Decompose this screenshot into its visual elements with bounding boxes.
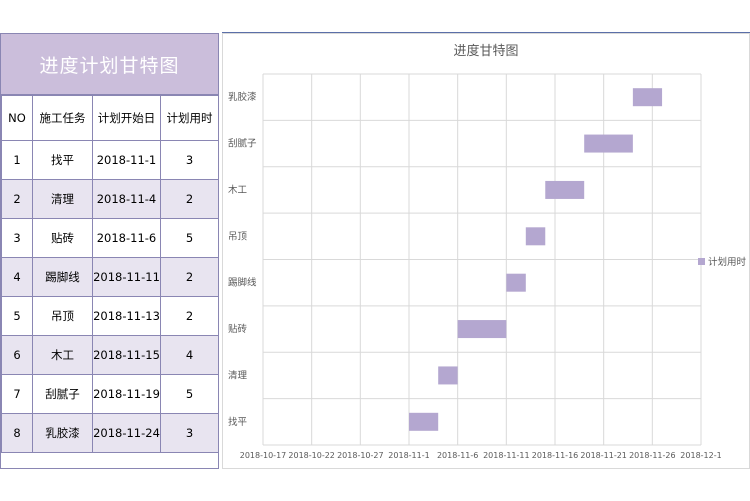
- chart-grid: [262, 73, 702, 446]
- row-start: 2018-11-4: [92, 179, 161, 219]
- row-start: 2018-11-15: [92, 335, 161, 375]
- row-days: 4: [160, 335, 219, 375]
- row-start: 2018-11-19: [92, 374, 161, 414]
- legend-swatch: [698, 258, 705, 265]
- row-no: 8: [1, 413, 33, 453]
- y-category-label: 吊顶: [228, 231, 248, 242]
- gantt-bar: [409, 412, 439, 431]
- table-row: 2 清理 2018-11-4 2: [1, 179, 219, 219]
- row-task: 踢脚线: [32, 257, 93, 297]
- row-days: 2: [160, 296, 219, 336]
- x-tick-label: 2018-10-27: [337, 451, 384, 460]
- task-table-panel: 进度计划甘特图 NO 施工任务 计划开始日 计划用时 1 找平 2018-11-…: [0, 33, 219, 469]
- row-days: 2: [160, 179, 219, 219]
- table-row: 7 刮腻子 2018-11-19 5: [1, 374, 219, 414]
- table-row: 1 找平 2018-11-1 3: [1, 140, 219, 180]
- table-header-row: NO 施工任务 计划开始日 计划用时: [1, 95, 219, 141]
- table-row: 5 吊顶 2018-11-13 2: [1, 296, 219, 336]
- chart-legend: 计划用时: [698, 256, 747, 268]
- row-days: 5: [160, 374, 219, 414]
- x-axis-labels: 2018-10-17 2018-10-22 2018-10-27 2018-11-1 2…: [240, 451, 722, 460]
- row-no: 3: [1, 218, 33, 258]
- x-tick-label: 2018-11-11: [483, 451, 530, 460]
- gantt-chart-panel: 进度甘特图 找平 清理 贴砖 踢脚线 吊顶 木工 刮腻子 乳胶漆 2018-10-17 2018…: [222, 33, 750, 469]
- row-task: 吊顶: [32, 296, 93, 336]
- table-title: 进度计划甘特图: [1, 34, 218, 95]
- y-category-label: 木工: [228, 184, 248, 196]
- y-category-label: 贴砖: [228, 323, 248, 335]
- header-start: 计划开始日: [92, 95, 161, 141]
- row-start: 2018-11-6: [92, 218, 161, 258]
- x-tick-label: 2018-10-22: [288, 451, 335, 460]
- row-days: 2: [160, 257, 219, 297]
- chart-title: 进度甘特图: [453, 43, 518, 59]
- row-start: 2018-11-11: [92, 257, 161, 297]
- row-task: 刮腻子: [32, 374, 93, 414]
- row-task: 木工: [32, 335, 93, 375]
- row-no: 2: [1, 179, 33, 219]
- x-tick-label: 2018-11-26: [629, 451, 676, 460]
- row-task: 找平: [32, 140, 93, 180]
- row-no: 6: [1, 335, 33, 375]
- gantt-bar: [506, 273, 526, 292]
- y-axis-labels: 找平 清理 贴砖 踢脚线 吊顶 木工 刮腻子 乳胶漆: [228, 91, 257, 428]
- table-row: 6 木工 2018-11-15 4: [1, 335, 219, 375]
- header-no: NO: [1, 95, 33, 141]
- legend-label: 计划用时: [708, 256, 747, 268]
- gantt-bar: [545, 180, 585, 199]
- gantt-bar: [632, 88, 663, 107]
- y-category-label: 清理: [228, 369, 248, 381]
- x-tick-label: 2018-12-1: [680, 451, 721, 460]
- x-tick-label: 2018-11-21: [580, 451, 627, 460]
- row-task: 乳胶漆: [32, 413, 93, 453]
- table-row: 8 乳胶漆 2018-11-24 3: [1, 413, 219, 453]
- row-no: 5: [1, 296, 33, 336]
- y-category-label: 刮腻子: [228, 138, 257, 150]
- gantt-bar: [525, 227, 546, 246]
- header-task: 施工任务: [32, 95, 93, 141]
- gantt-bar: [438, 366, 458, 385]
- y-category-label: 找平: [228, 416, 248, 428]
- gantt-bar: [457, 320, 507, 339]
- chart-top-rule: [222, 32, 750, 33]
- row-days: 3: [160, 413, 219, 453]
- x-tick-label: 2018-11-6: [437, 451, 478, 460]
- gantt-bar: [584, 134, 633, 153]
- row-no: 7: [1, 374, 33, 414]
- row-task: 贴砖: [32, 218, 93, 258]
- task-table: NO 施工任务 计划开始日 计划用时 1 找平 2018-11-1 3 2 清理…: [1, 95, 219, 453]
- table-row: 3 贴砖 2018-11-6 5: [1, 218, 219, 258]
- row-start: 2018-11-13: [92, 296, 161, 336]
- row-task: 清理: [32, 179, 93, 219]
- header-days: 计划用时: [160, 95, 219, 141]
- row-start: 2018-11-24: [92, 413, 161, 453]
- y-category-label: 乳胶漆: [228, 91, 257, 103]
- row-no: 1: [1, 140, 33, 180]
- table-row: 4 踢脚线 2018-11-11 2: [1, 257, 219, 297]
- x-tick-label: 2018-11-16: [532, 451, 579, 460]
- row-days: 3: [160, 140, 219, 180]
- x-tick-label: 2018-10-17: [240, 451, 287, 460]
- chart-bars: [409, 88, 663, 431]
- x-tick-label: 2018-11-1: [388, 451, 429, 460]
- row-no: 4: [1, 257, 33, 297]
- row-days: 5: [160, 218, 219, 258]
- y-category-label: 踢脚线: [228, 277, 257, 289]
- row-start: 2018-11-1: [92, 140, 161, 180]
